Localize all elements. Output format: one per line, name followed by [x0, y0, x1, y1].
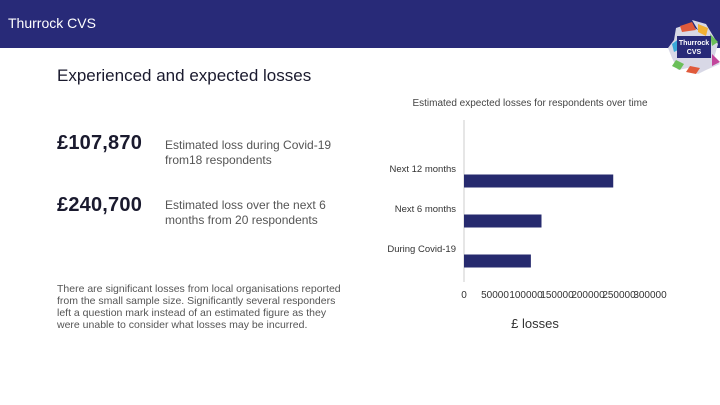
chart-title: Estimated expected losses for respondent…: [412, 98, 648, 109]
category-label: Next 12 months: [389, 164, 456, 175]
stat-amount-next: £240,700: [57, 194, 143, 216]
category-label: During Covid-19: [387, 244, 456, 255]
logo-text-thurrock: Thurrock: [679, 40, 709, 47]
bar-next-12-months: [464, 174, 614, 188]
bar-during-covid-19: [464, 254, 531, 268]
x-tick-label: 100000: [509, 290, 543, 301]
x-tick-label: 150000: [540, 290, 574, 301]
x-tick-label: 0: [461, 290, 467, 301]
category-label: Next 6 months: [395, 204, 456, 215]
losses-chart: Estimated expected losses for respondent…: [387, 98, 667, 331]
stat-desc-next: Estimated loss over the next 6 months fr…: [165, 198, 326, 227]
x-tick-label: 200000: [571, 290, 605, 301]
org-name: Thurrock CVS: [8, 15, 96, 31]
bar-next-6-months: [464, 214, 542, 228]
x-tick-label: 250000: [602, 290, 636, 301]
x-tick-label: 50000: [481, 290, 509, 301]
stat-desc-during: Estimated loss during Covid-19 from18 re…: [165, 138, 332, 167]
x-tick-label: 300000: [633, 290, 667, 301]
logo-text-cvs: CVS: [687, 49, 702, 56]
note-text: There are significant losses from local …: [57, 283, 341, 331]
header-bar: Thurrock CVS: [0, 0, 720, 48]
page-title: Experienced and expected losses: [57, 66, 312, 85]
stat-amount-during: £107,870: [57, 132, 143, 154]
x-axis-label: £ losses: [511, 316, 559, 331]
logo: Thurrock CVS: [668, 20, 720, 74]
